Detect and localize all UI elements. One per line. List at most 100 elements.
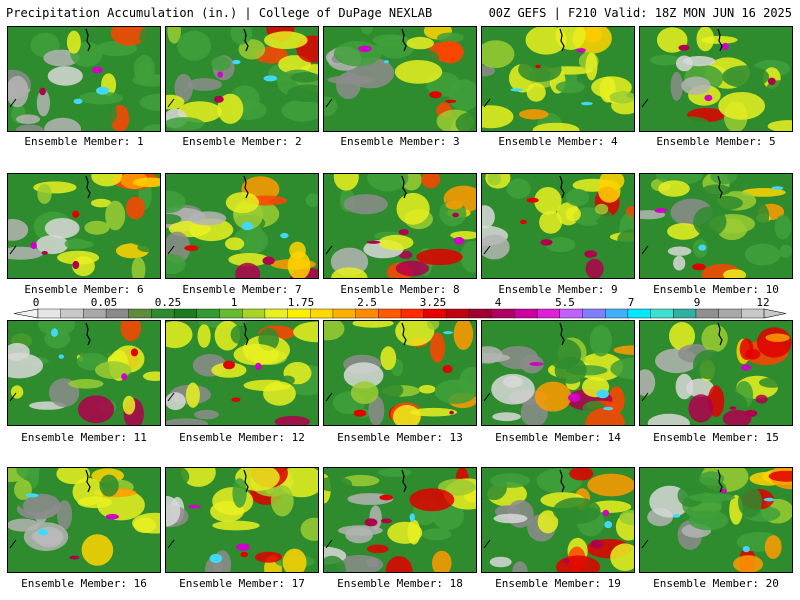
coastline bbox=[325, 98, 333, 108]
colorbar-tick-label: 9 bbox=[693, 296, 701, 309]
colorbar-max-arrow bbox=[763, 308, 787, 319]
precip-field-map bbox=[482, 174, 634, 278]
ensemble-map-panel bbox=[639, 320, 793, 426]
precip-field-map bbox=[324, 174, 476, 278]
coastline bbox=[325, 245, 333, 255]
precip-field-map bbox=[8, 468, 160, 572]
colorbar-swatch bbox=[332, 308, 357, 319]
ensemble-member-label: Ensemble Member: 4 bbox=[498, 135, 618, 148]
ensemble-member-label: Ensemble Member: 6 bbox=[24, 283, 144, 296]
colorbar-swatch bbox=[241, 308, 266, 319]
coastline bbox=[401, 28, 407, 52]
coastline bbox=[641, 392, 649, 402]
colorbar-tick-label: 1 bbox=[230, 296, 238, 309]
precip-field-map bbox=[166, 468, 318, 572]
precip-field-map bbox=[324, 468, 476, 572]
ensemble-member-label: Ensemble Member: 7 bbox=[182, 283, 302, 296]
precip-field-map bbox=[640, 468, 792, 572]
coastline bbox=[483, 98, 491, 108]
ensemble-member-label: Ensemble Member: 5 bbox=[656, 135, 776, 148]
colorbar-swatch bbox=[446, 308, 470, 319]
colorbar-swatch bbox=[355, 308, 379, 319]
ensemble-map-panel bbox=[639, 173, 793, 279]
precip-field-map bbox=[166, 174, 318, 278]
colorbar-swatch bbox=[582, 308, 606, 319]
ensemble-member-label: Ensemble Member: 13 bbox=[337, 431, 463, 444]
ensemble-member-label: Ensemble Member: 12 bbox=[179, 431, 305, 444]
coastline bbox=[243, 28, 249, 52]
ensemble-map-panel bbox=[323, 26, 477, 132]
ensemble-member-label: Ensemble Member: 2 bbox=[182, 135, 302, 148]
precip-field-map bbox=[640, 321, 792, 425]
colorbar-swatch bbox=[196, 308, 220, 319]
precip-field-map bbox=[166, 321, 318, 425]
ensemble-member-label: Ensemble Member: 1 bbox=[24, 135, 144, 148]
coastline bbox=[167, 392, 175, 402]
colorbar-tick-label: 0 bbox=[32, 296, 40, 309]
colorbar-swatch bbox=[37, 308, 62, 319]
colorbar-swatch bbox=[264, 308, 289, 319]
precip-field-map bbox=[166, 27, 318, 131]
ensemble-map-panel bbox=[639, 26, 793, 132]
ensemble-map-panel bbox=[7, 320, 161, 426]
coastline bbox=[85, 322, 91, 346]
ensemble-map-panel bbox=[481, 320, 635, 426]
coastline bbox=[9, 392, 17, 402]
ensemble-map-panel bbox=[481, 26, 635, 132]
coastline bbox=[167, 98, 175, 108]
colorbar-swatch bbox=[378, 308, 402, 319]
coastline bbox=[483, 539, 491, 549]
ensemble-map-panel bbox=[165, 26, 319, 132]
colorbar-swatch bbox=[536, 308, 561, 319]
colorbar-swatch bbox=[287, 308, 311, 319]
precip-field-map bbox=[482, 468, 634, 572]
color-scale-bar bbox=[13, 308, 787, 319]
precip-field-map bbox=[640, 27, 792, 131]
coastline bbox=[9, 245, 17, 255]
ensemble-map-panel bbox=[481, 467, 635, 573]
colorbar-swatch bbox=[219, 308, 243, 319]
colorbar-swatch bbox=[105, 308, 130, 319]
colorbar-swatch bbox=[83, 308, 107, 319]
colorbar-tick-label: 3.25 bbox=[419, 296, 447, 309]
colorbar-swatch bbox=[695, 308, 720, 319]
ensemble-map-panel bbox=[7, 26, 161, 132]
precip-field-map bbox=[8, 27, 160, 131]
coastline bbox=[243, 322, 249, 346]
colorbar-tick-label: 7 bbox=[627, 296, 635, 309]
colorbar-swatch bbox=[491, 308, 515, 319]
colorbar-swatch bbox=[151, 308, 175, 319]
ensemble-map-panel bbox=[323, 467, 477, 573]
coastline bbox=[325, 392, 333, 402]
coastline bbox=[85, 28, 91, 52]
ensemble-map-panel bbox=[639, 467, 793, 573]
model-valid-time: 00Z GEFS | F210 Valid: 18Z MON JUN 16 20… bbox=[488, 6, 792, 20]
colorbar-swatch bbox=[604, 308, 629, 319]
ensemble-member-label: Ensemble Member: 20 bbox=[653, 577, 779, 590]
colorbar-tick-label: 0.25 bbox=[154, 296, 182, 309]
colorbar-tick-label: 4 bbox=[494, 296, 502, 309]
ensemble-map-panel bbox=[323, 173, 477, 279]
colorbar-swatch bbox=[627, 308, 652, 319]
coastline bbox=[85, 175, 91, 199]
colorbar-tick-label: 1.75 bbox=[287, 296, 315, 309]
colorbar-swatch bbox=[423, 308, 447, 319]
colorbar-tick-label: 5.5 bbox=[555, 296, 575, 309]
coastline bbox=[85, 469, 91, 493]
ensemble-member-label: Ensemble Member: 10 bbox=[653, 283, 779, 296]
colorbar-swatch bbox=[673, 308, 697, 319]
ensemble-map-panel bbox=[165, 320, 319, 426]
ensemble-member-label: Ensemble Member: 14 bbox=[495, 431, 621, 444]
coastline bbox=[717, 175, 723, 199]
ensemble-member-label: Ensemble Member: 16 bbox=[21, 577, 147, 590]
colorbar-tick-label: 12 bbox=[756, 296, 770, 309]
coastline bbox=[483, 392, 491, 402]
colorbar-swatch bbox=[128, 308, 152, 319]
colorbar-swatch bbox=[650, 308, 674, 319]
ensemble-map-panel bbox=[165, 467, 319, 573]
coastline bbox=[641, 245, 649, 255]
ensemble-map-panel bbox=[7, 467, 161, 573]
coastline bbox=[559, 322, 565, 346]
precip-field-map bbox=[482, 27, 634, 131]
precip-field-map bbox=[324, 321, 476, 425]
